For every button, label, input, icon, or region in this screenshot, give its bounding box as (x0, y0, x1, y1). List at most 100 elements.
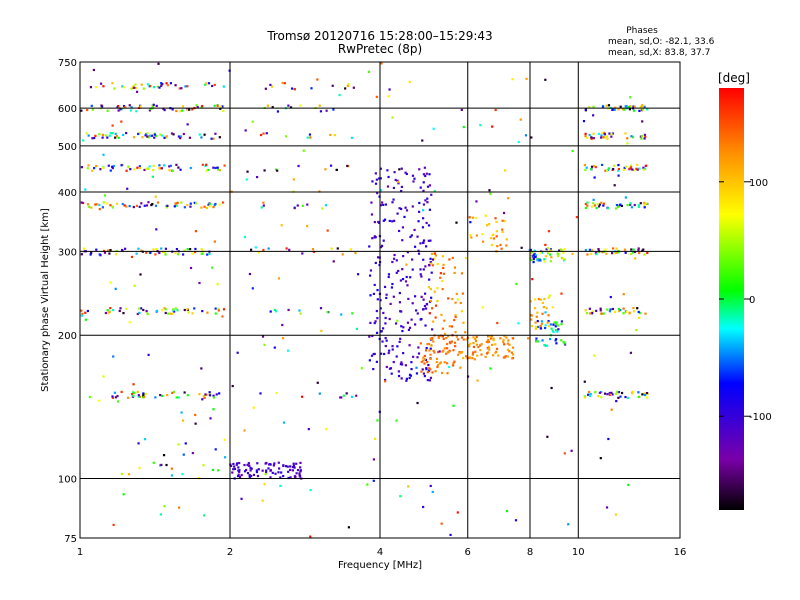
data-point (644, 312, 647, 315)
stats-title: Phases (626, 26, 658, 36)
data-point (369, 269, 373, 272)
data-point (81, 201, 85, 205)
data-point (633, 203, 636, 207)
data-point (408, 80, 411, 83)
data-point (156, 201, 160, 204)
data-point (637, 391, 640, 394)
data-point (355, 394, 358, 397)
data-point (608, 310, 612, 313)
data-point (638, 109, 641, 113)
data-point (382, 311, 385, 315)
data-point (534, 321, 537, 324)
data-point (584, 168, 587, 172)
data-point (584, 309, 587, 312)
data-point (460, 310, 463, 313)
data-point (529, 252, 533, 255)
data-point (336, 247, 339, 250)
data-point (221, 105, 224, 108)
data-point (263, 483, 266, 486)
data-point (474, 350, 477, 353)
data-point (624, 105, 627, 108)
data-point (625, 310, 628, 313)
data-point (400, 325, 403, 328)
data-point (423, 354, 426, 358)
y-tick-label: 600 (58, 104, 77, 115)
data-point (102, 85, 105, 88)
data-point (151, 104, 154, 107)
data-point (539, 298, 542, 301)
data-point (118, 309, 121, 313)
data-point (80, 314, 83, 317)
data-point (366, 483, 369, 486)
data-point (427, 369, 431, 372)
data-point (187, 311, 190, 314)
data-point (279, 484, 282, 488)
data-point (161, 250, 165, 254)
y-tick-label: 400 (58, 188, 77, 199)
data-point (373, 437, 377, 440)
data-point (218, 136, 221, 139)
data-point (562, 251, 565, 254)
data-point (638, 167, 641, 170)
data-point (399, 363, 402, 366)
data-point (590, 252, 593, 255)
data-point (370, 213, 374, 216)
data-point (448, 349, 451, 352)
data-point (384, 336, 387, 340)
data-point (492, 233, 495, 236)
data-point (423, 166, 426, 169)
data-point (422, 356, 425, 359)
data-point (186, 123, 189, 126)
data-point (249, 469, 252, 472)
data-point (404, 206, 407, 209)
data-point (208, 252, 211, 256)
data-point (400, 185, 404, 189)
data-point (264, 87, 267, 90)
data-point (186, 248, 189, 251)
data-point (116, 395, 119, 398)
data-point (423, 292, 427, 295)
data-point (624, 196, 627, 199)
data-point (243, 429, 246, 432)
data-point (422, 217, 425, 220)
data-point (615, 400, 618, 403)
data-point (431, 258, 435, 261)
data-point (376, 192, 379, 195)
data-point (309, 535, 312, 538)
data-point (265, 132, 268, 135)
data-point (606, 393, 609, 396)
x-axis: 1 2 4 6 8 10 16 (77, 547, 687, 558)
data-point (333, 133, 336, 137)
data-point (597, 395, 600, 398)
data-point (132, 136, 136, 139)
data-point (421, 359, 425, 362)
data-point (360, 367, 363, 370)
data-point (354, 252, 357, 255)
data-point (221, 315, 224, 318)
data-point (106, 109, 109, 112)
data-point (159, 513, 162, 516)
data-point (247, 464, 250, 467)
data-point (308, 133, 312, 136)
data-point (602, 136, 605, 139)
data-point (629, 351, 632, 354)
data-point (431, 307, 434, 310)
data-point (329, 164, 333, 167)
data-point (560, 320, 564, 323)
data-point (383, 218, 387, 221)
data-point (200, 248, 203, 251)
data-point (535, 315, 538, 318)
data-point (590, 168, 593, 171)
x-tick-label: 10 (572, 547, 585, 558)
y-axis-label: Stationary phase Virtual Height [km] (40, 208, 51, 392)
data-point (632, 248, 635, 251)
data-point (429, 376, 433, 379)
data-point (395, 355, 398, 358)
data-point (281, 323, 284, 327)
data-point (115, 135, 118, 138)
data-point (388, 219, 391, 223)
data-point (426, 197, 429, 200)
data-point (412, 355, 415, 358)
data-point (585, 312, 589, 315)
data-point (152, 248, 155, 251)
